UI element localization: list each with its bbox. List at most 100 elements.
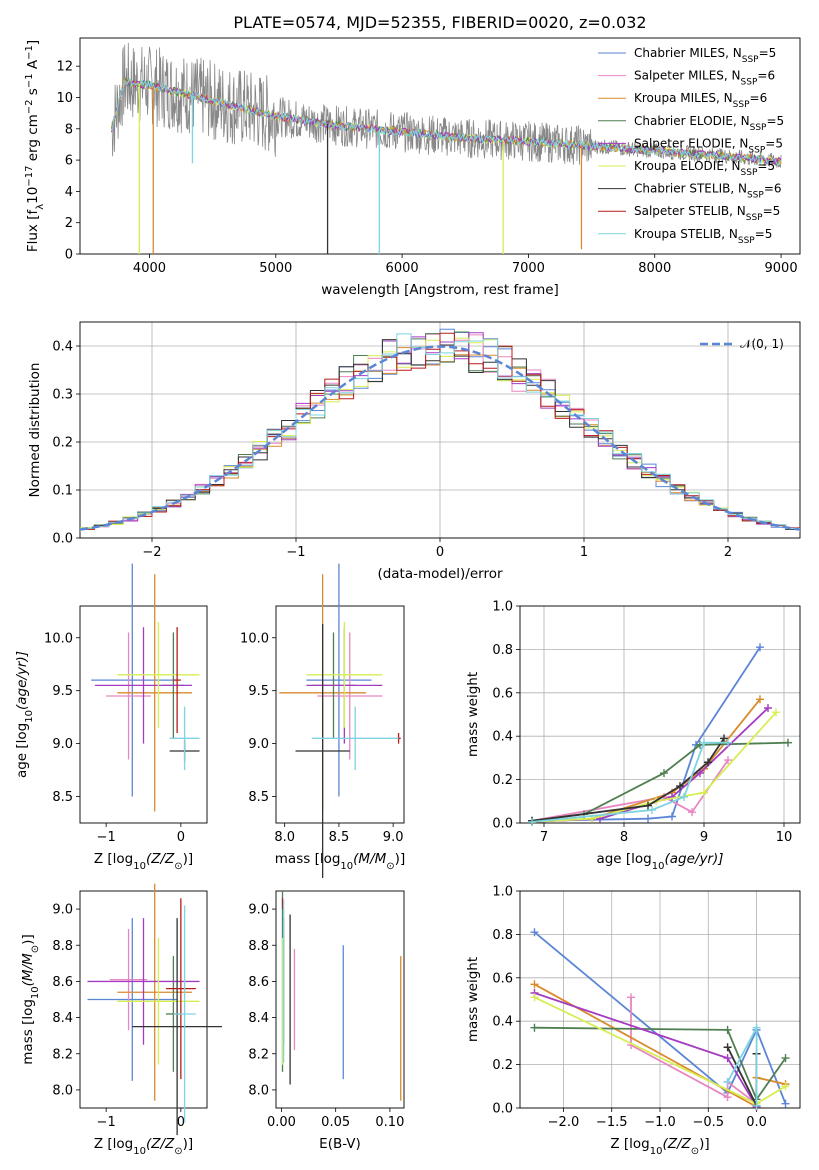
y-tick-label: 0.0 — [492, 817, 513, 832]
x-tick-label: 8.5 — [329, 830, 350, 845]
weight-marker — [680, 792, 688, 801]
age-vs-z-axes: −1 0 8.5 9.0 9.5 10.0 — [44, 605, 208, 845]
x-axis-label: age [log10(age/yr)] — [596, 851, 723, 872]
normal-curve — [80, 345, 800, 531]
x-tick-label: −1.0 — [644, 1115, 676, 1130]
x-tick-label: 2 — [724, 545, 732, 560]
x-tick-label: 0 — [177, 830, 185, 845]
y-tick-label: 0.2 — [52, 436, 73, 451]
y-tick-label: 8.0 — [52, 1083, 73, 1098]
mass-vs-ebv-errorbars — [281, 891, 402, 1101]
x-axis-label: Z [log10(Z/Z⊙)] — [610, 1136, 709, 1157]
y-tick-label: 0.2 — [492, 773, 513, 788]
spectrum-legend: Chabrier MILES, NSSP=5 Salpeter MILES, NS… — [598, 46, 784, 246]
x-axis-label: wavelength [Angstrom, rest frame] — [321, 282, 559, 298]
weight-marker — [528, 817, 536, 826]
weight-marker — [700, 738, 708, 747]
x-tick-label: 0.10 — [375, 1115, 404, 1130]
x-tick-label: 7000 — [512, 261, 545, 276]
x-tick-label: 0 — [436, 545, 444, 560]
y-tick-label: 6 — [65, 154, 73, 169]
x-tick-label: 0.00 — [267, 1115, 296, 1130]
legend-label: 𝒩(0, 1) — [740, 337, 784, 351]
mass-weight-vs-z-axes: −2.0 −1.5 −1.0 −0.5 0.0 0.0 0.2 0.4 0.6 0.8 1.0 — [492, 885, 801, 1130]
weight-marker — [668, 812, 676, 821]
y-tick-label: 8.0 — [248, 1083, 269, 1098]
weight-marker — [723, 1043, 732, 1052]
weight-marker — [696, 769, 704, 778]
y-tick-label: 8.4 — [248, 1011, 269, 1026]
legend-label: Salpeter MILES, NSSP=6 — [634, 69, 775, 88]
x-tick-label: 7 — [540, 830, 548, 845]
legend-label: Chabrier ELODIE, NSSP=5 — [634, 114, 784, 133]
x-axis-label: Z [log10(Z/Z⊙)] — [94, 851, 193, 872]
y-tick-label: 8.5 — [52, 790, 73, 805]
mass-weight-vs-age-axes: 7 8 9 10 0.0 0.2 0.4 0.6 0.8 1.0 — [492, 600, 801, 845]
weight-marker — [781, 1099, 790, 1108]
x-tick-label: −1.5 — [596, 1115, 628, 1130]
y-tick-label: 4 — [65, 185, 73, 200]
y-tick-label: 9.5 — [52, 684, 73, 699]
weight-marker — [704, 758, 712, 767]
y-tick-label: 10.0 — [44, 631, 73, 646]
y-tick-label: 8.2 — [248, 1047, 269, 1062]
data-spectrum-line — [111, 42, 782, 168]
y-tick-label: 0.3 — [52, 388, 73, 403]
legend-label: Salpeter STELIB, NSSP=5 — [634, 204, 780, 223]
legend-label: Kroupa STELIB, NSSP=5 — [634, 227, 772, 246]
y-tick-label: 2 — [65, 216, 73, 231]
y-axis-label: mass [log10(M/M⊙)] — [20, 934, 41, 1064]
histogram-steps — [80, 328, 800, 532]
y-tick-label: 0.0 — [492, 1102, 513, 1117]
weight-marker — [648, 805, 656, 814]
x-tick-label: 8.0 — [274, 830, 295, 845]
age-vs-z-errorbars — [91, 563, 200, 812]
mass-vs-z-errorbars — [87, 883, 222, 1136]
y-tick-label: 10 — [56, 91, 73, 106]
residual-histogram-axes: −2 −1 0 1 2 0.0 0.1 0.2 0.3 0.4 — [52, 321, 801, 560]
y-tick-label: 0.6 — [492, 686, 513, 701]
y-axis-label: age [log10(age/yr)] — [14, 651, 35, 778]
figure-title: PLATE=0574, MJD=52355, FIBERID=0020, z=0… — [233, 13, 646, 32]
x-tick-label: 9 — [700, 830, 708, 845]
spectrum-lines — [111, 42, 782, 254]
x-axis-label: E(B-V) — [319, 1136, 361, 1152]
weight-line — [531, 741, 789, 822]
x-tick-label: 0.0 — [746, 1115, 767, 1130]
x-tick-label: 0 — [177, 1115, 185, 1130]
x-tick-label: 8000 — [638, 261, 671, 276]
axes-frame — [275, 605, 405, 824]
weight-marker — [723, 1077, 732, 1086]
x-tick-label: 5000 — [259, 261, 292, 276]
weight-marker — [676, 782, 684, 791]
weight-marker — [688, 808, 696, 817]
weight-marker — [723, 1054, 732, 1063]
legend-label: Chabrier MILES, NSSP=5 — [634, 46, 776, 65]
x-tick-label: 9.0 — [383, 830, 404, 845]
y-tick-label: 9.5 — [248, 684, 269, 699]
x-tick-label: −1 — [97, 830, 116, 845]
x-tick-label: 6000 — [386, 261, 419, 276]
x-tick-label: 1 — [580, 545, 588, 560]
weight-marker — [530, 1023, 539, 1032]
mass-vs-ebv-axes: 0.00 0.05 0.10 8.0 8.2 8.4 8.6 8.8 9.0 — [248, 890, 405, 1130]
weight-marker — [700, 788, 708, 797]
y-axis-label: mass weight — [465, 672, 481, 757]
x-tick-label: 10 — [776, 830, 793, 845]
axes-frame — [519, 605, 801, 824]
chart-layer: 4000 5000 6000 7000 8000 9000024681012wavelen… — [14, 37, 801, 1157]
y-tick-label: 8.6 — [52, 975, 73, 990]
x-tick-label: −2.0 — [548, 1115, 580, 1130]
legend-label: Kroupa MILES, NSSP=6 — [634, 91, 767, 110]
weight-marker — [644, 814, 652, 823]
weight-line — [531, 646, 761, 822]
weight-marker — [723, 1093, 732, 1102]
y-tick-label: 0.2 — [492, 1058, 513, 1073]
y-axis-label: Normed distribution — [27, 363, 43, 498]
y-tick-label: 9.0 — [248, 903, 269, 918]
y-tick-label: 10.0 — [240, 631, 269, 646]
spectrum-axes: 4000 5000 6000 7000 8000 9000 0 2 4 6 8 10 12 — [56, 37, 801, 276]
y-tick-label: 8.5 — [248, 790, 269, 805]
weight-marker — [781, 1054, 790, 1063]
y-tick-label: 0.1 — [52, 484, 73, 499]
